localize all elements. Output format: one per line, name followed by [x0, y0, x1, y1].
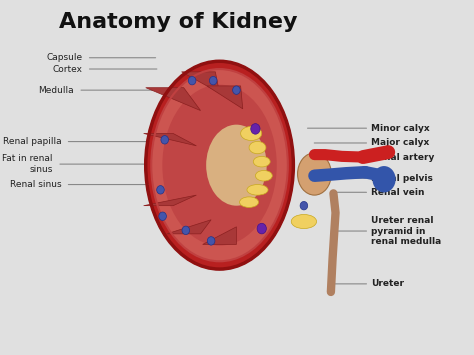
Polygon shape	[207, 86, 243, 109]
Ellipse shape	[253, 156, 270, 167]
Ellipse shape	[241, 126, 262, 141]
Text: Renal artery: Renal artery	[372, 153, 435, 162]
Text: Capsule: Capsule	[46, 53, 82, 62]
Ellipse shape	[159, 212, 166, 220]
Text: Medulla: Medulla	[38, 86, 74, 95]
Ellipse shape	[162, 84, 277, 246]
Ellipse shape	[249, 141, 266, 154]
Ellipse shape	[300, 201, 308, 210]
Ellipse shape	[247, 185, 268, 195]
Text: Renal papilla: Renal papilla	[3, 137, 61, 146]
Ellipse shape	[298, 153, 331, 195]
Polygon shape	[144, 133, 196, 146]
Ellipse shape	[207, 237, 215, 245]
Text: Renal sinus: Renal sinus	[10, 180, 61, 189]
Ellipse shape	[251, 124, 260, 134]
Ellipse shape	[291, 214, 317, 229]
Ellipse shape	[257, 223, 266, 234]
Polygon shape	[144, 195, 196, 206]
Ellipse shape	[188, 76, 196, 85]
Ellipse shape	[157, 186, 164, 194]
Text: Cortex: Cortex	[53, 65, 82, 73]
Text: Renal pelvis: Renal pelvis	[372, 174, 433, 183]
Ellipse shape	[206, 125, 267, 206]
Text: Ureter: Ureter	[372, 279, 404, 288]
Ellipse shape	[233, 86, 240, 94]
Ellipse shape	[239, 197, 258, 207]
Ellipse shape	[373, 166, 396, 192]
Ellipse shape	[182, 226, 190, 235]
Text: Fat in renal
sinus: Fat in renal sinus	[2, 154, 53, 174]
Ellipse shape	[210, 76, 217, 85]
Ellipse shape	[146, 61, 293, 269]
Polygon shape	[146, 88, 201, 110]
Polygon shape	[182, 72, 219, 93]
Ellipse shape	[255, 170, 272, 181]
Text: Minor calyx: Minor calyx	[372, 124, 430, 133]
Ellipse shape	[161, 136, 169, 144]
Text: Major calyx: Major calyx	[372, 138, 429, 147]
Text: Renal vein: Renal vein	[372, 188, 425, 197]
Text: Anatomy of Kidney: Anatomy of Kidney	[59, 12, 298, 32]
Polygon shape	[167, 220, 211, 234]
Polygon shape	[203, 227, 237, 245]
Ellipse shape	[151, 69, 288, 261]
Text: Ureter renal
pyramid in
renal medulla: Ureter renal pyramid in renal medulla	[372, 216, 442, 246]
